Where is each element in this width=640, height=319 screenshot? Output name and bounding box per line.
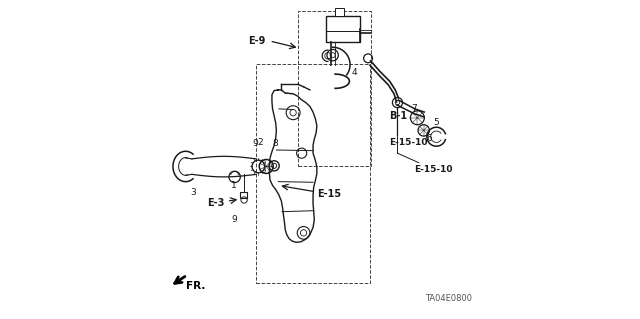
Text: 8: 8 — [273, 138, 278, 148]
Text: 6: 6 — [426, 134, 432, 144]
Text: 9: 9 — [252, 138, 258, 148]
Text: E-15-10: E-15-10 — [389, 137, 428, 147]
Bar — [256, 64, 370, 284]
Text: FR.: FR. — [186, 281, 205, 291]
Text: 9: 9 — [231, 215, 237, 224]
Bar — [298, 11, 371, 167]
Text: 1: 1 — [231, 181, 237, 190]
Bar — [335, 8, 344, 16]
Text: 3: 3 — [190, 188, 196, 197]
Text: B-1: B-1 — [389, 111, 407, 121]
Text: 2: 2 — [258, 137, 264, 147]
Text: E-15-10: E-15-10 — [414, 165, 452, 174]
Bar — [240, 192, 247, 198]
Text: E-3: E-3 — [207, 198, 225, 208]
Text: 5: 5 — [433, 118, 439, 127]
Text: 4: 4 — [351, 68, 357, 77]
Text: E-9: E-9 — [248, 36, 266, 46]
Text: 7: 7 — [411, 104, 417, 113]
Text: E-15: E-15 — [317, 189, 341, 199]
FancyBboxPatch shape — [326, 16, 360, 42]
Text: TA04E0800: TA04E0800 — [425, 294, 472, 303]
